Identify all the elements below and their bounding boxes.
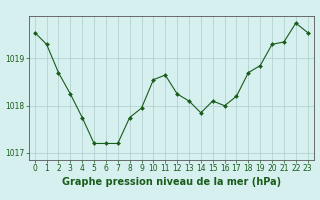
X-axis label: Graphe pression niveau de la mer (hPa): Graphe pression niveau de la mer (hPa) [62, 177, 281, 187]
